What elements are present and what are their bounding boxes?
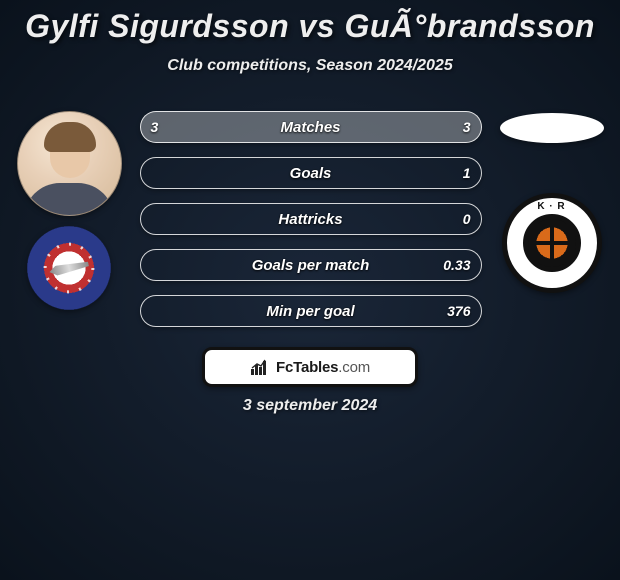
stat-bar: Hattricks 0 [140,203,482,235]
crest-text: K · R [507,201,597,212]
stat-bar: Goals per match 0.33 [140,249,482,281]
opponent-placeholder-icon [500,113,604,143]
badge-brand: FcTables [276,359,338,376]
left-column [17,111,122,310]
stat-value-right: 0.33 [443,257,470,273]
home-club-crest-icon [27,226,111,310]
stat-bar: Min per goal 376 [140,295,482,327]
comparison-bars: 3 Matches 3 Goals 1 Hattricks 0 Goals per match… [140,111,482,327]
stat-value-left: 3 [151,119,159,135]
bar-chart-icon [250,358,270,376]
stat-bar: 3 Matches 3 [140,111,482,143]
stat-label: Hattricks [278,211,342,228]
stat-label: Min per goal [266,303,354,320]
stat-value-right: 376 [447,303,470,319]
content-row: 3 Matches 3 Goals 1 Hattricks 0 Goals per match… [0,111,620,327]
stat-label: Goals per match [252,257,370,274]
stat-bar: Goals 1 [140,157,482,189]
comparison-card: Gylfi Sigurdsson vs GuÃ°brandsson Club c… [0,0,620,415]
stat-label: Matches [280,119,340,136]
stat-label: Goals [290,165,332,182]
date-text: 3 september 2024 [0,397,620,415]
source-badge: FcTables.com [202,347,418,387]
player-avatar-icon [17,111,122,216]
away-club-crest-icon: K · R [502,193,602,293]
subtitle: Club competitions, Season 2024/2025 [0,57,620,75]
badge-text: FcTables.com [276,359,370,376]
avatar-shoulders [24,183,114,216]
crest-inner [523,214,581,272]
right-column: K · R [500,111,604,293]
stat-value-right: 3 [463,119,471,135]
stat-value-right: 1 [463,165,471,181]
page-title: Gylfi Sigurdsson vs GuÃ°brandsson [0,8,620,45]
stat-value-right: 0 [463,211,471,227]
badge-suffix: .com [338,359,370,376]
